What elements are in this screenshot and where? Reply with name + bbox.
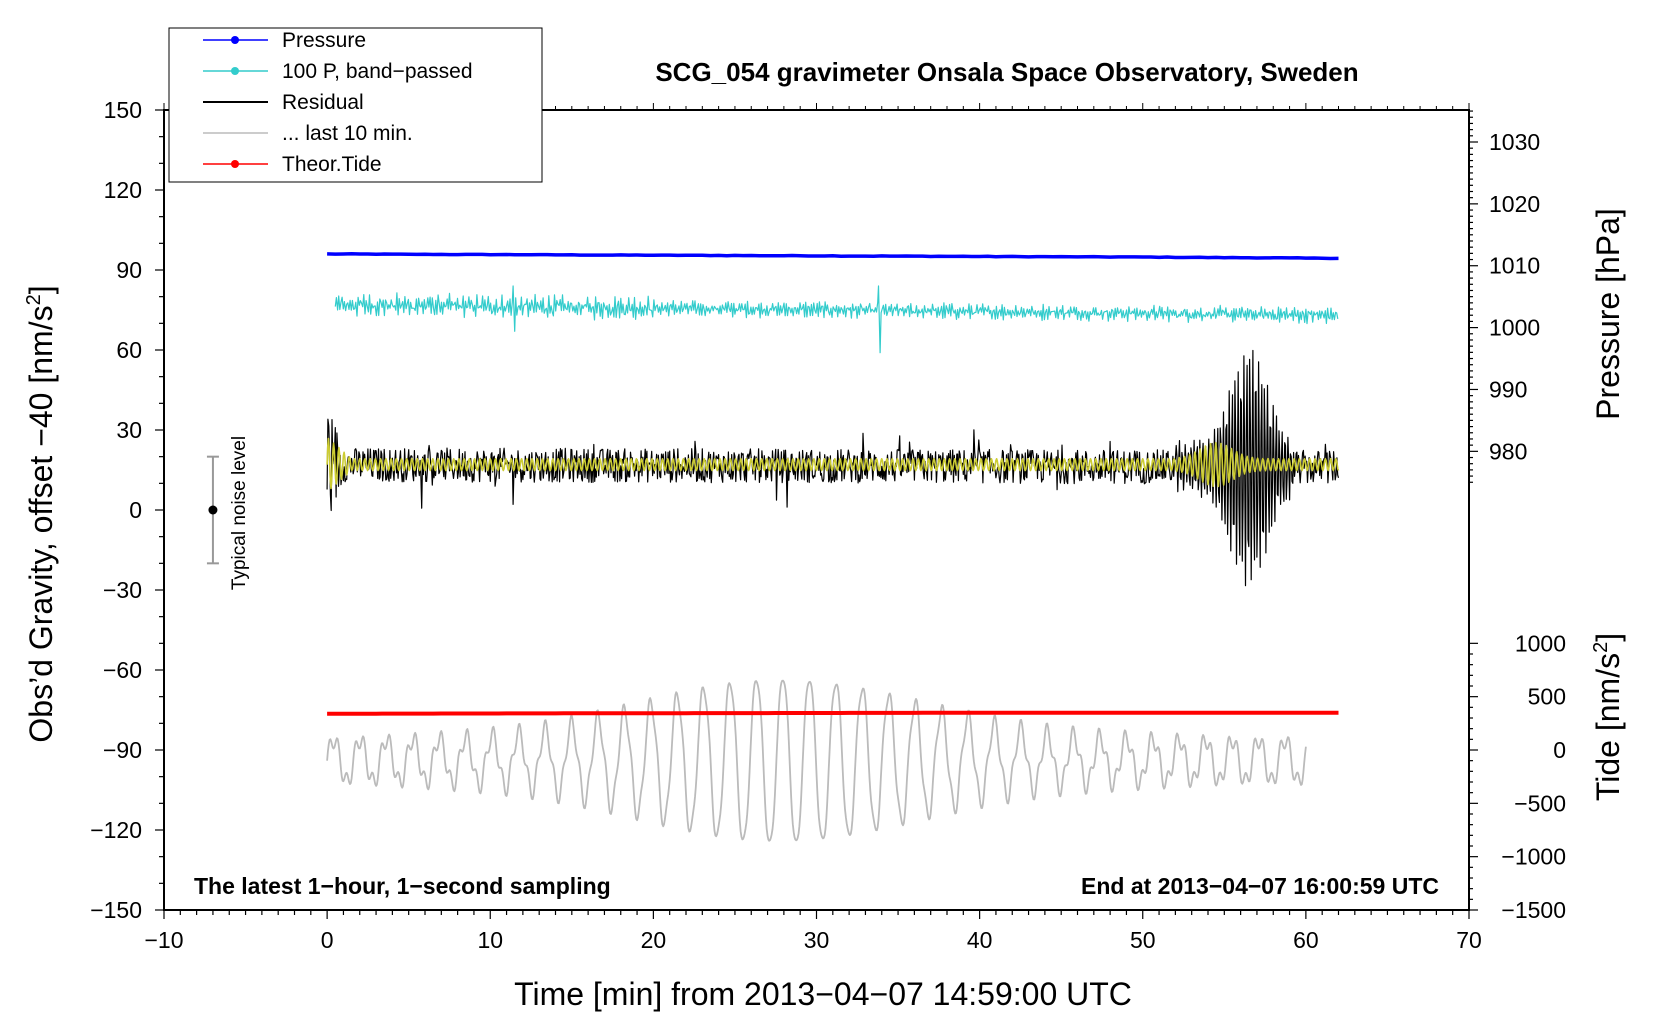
series-residual-line [326, 349, 1340, 587]
noise-level-label: Typical noise level [229, 436, 250, 590]
annotation-right: End at 2013−04−07 16:00:59 UTC [1081, 873, 1439, 899]
tide-tick-label: −1000 [1501, 844, 1566, 870]
y-tick-label: 60 [116, 337, 142, 363]
axes-layer: −10 0 10 20 30 40 50 60 70−150−120−90−60−3003060… [90, 97, 1566, 953]
x-tick-label: 10 [477, 927, 503, 953]
y-axis-title-end: ] [23, 285, 59, 294]
legend: Pressure 100 P, band−passed Residual ... la… [168, 27, 543, 183]
tide-axis-title-main: Tide [nm/s [1590, 653, 1626, 801]
pressure-tick-label: 1030 [1489, 129, 1540, 155]
y-tick-label: 0 [129, 497, 142, 523]
legend-items: Pressure 100 P, band−passed Residual ... la… [203, 29, 473, 176]
y-axis-title: Obs’d Gravity, offset −40 [nm/s2] [23, 285, 59, 742]
x-tick-label: 40 [967, 927, 993, 953]
annotation-left: The latest 1−hour, 1−second sampling [194, 873, 611, 899]
series-last-10-min-line [326, 679, 1307, 842]
x-tick-label: 70 [1456, 927, 1482, 953]
legend-label: Theor.Tide [282, 153, 382, 176]
x-axis-title: Time [min] from 2013−04−07 14:59:00 UTC [514, 976, 1132, 1012]
y-tick-label: −30 [103, 577, 142, 603]
x-tick-label: 30 [804, 927, 830, 953]
noise-level-indicator [206, 455, 219, 565]
tide-tick-label: −500 [1514, 790, 1566, 816]
x-tick-label: 20 [641, 927, 667, 953]
chart-title: SCG_054 gravimeter Onsala Space Observat… [655, 57, 1358, 87]
series-yellow-line [326, 437, 1340, 490]
x-tick-label: 60 [1293, 927, 1319, 953]
tide-tick-label: 1000 [1515, 630, 1566, 656]
noise-center-dot [208, 505, 218, 515]
pressure-tick-label: 1010 [1489, 253, 1540, 279]
y-tick-label: −120 [90, 817, 142, 843]
legend-box [168, 27, 543, 183]
series-theor-tide-line [327, 710, 1339, 716]
y-tick-label: −60 [103, 657, 142, 683]
y-tick-label: −90 [103, 737, 142, 763]
legend-swatch-dot [231, 36, 239, 44]
legend-label: 100 P, band−passed [282, 60, 473, 83]
x-tick-label: 0 [321, 927, 334, 953]
pressure-tick-label: 980 [1489, 438, 1527, 464]
tide-tick-label: 500 [1528, 684, 1566, 710]
tide-axis-title: Tide [nm/s2] [1590, 633, 1626, 801]
legend-label: Residual [282, 91, 364, 114]
y-axis-title-main: Obs’d Gravity, offset −40 [nm/s [23, 305, 59, 742]
series-pressure-line [327, 252, 1339, 261]
y-tick-label: 90 [116, 257, 142, 283]
y-tick-label: 30 [116, 417, 142, 443]
legend-label: ... last 10 min. [282, 122, 413, 145]
tide-axis-title-sup: 2 [1590, 642, 1612, 653]
pressure-tick-label: 990 [1489, 376, 1527, 402]
x-tick-label: −10 [144, 927, 183, 953]
legend-swatch-dot [231, 67, 239, 75]
tide-tick-label: −1500 [1501, 897, 1566, 923]
y-tick-label: 150 [104, 97, 142, 123]
y-axis-title-sup: 2 [23, 294, 45, 305]
tide-axis-title-end: ] [1590, 633, 1626, 642]
pressure-tick-label: 1000 [1489, 315, 1540, 341]
y-tick-label: −150 [90, 897, 142, 923]
pressure-axis-title: Pressure [hPa] [1590, 208, 1626, 420]
pressure-tick-label: 1020 [1489, 191, 1540, 217]
series-layer [326, 252, 1340, 842]
series-band-passed-line [334, 285, 1339, 354]
y-tick-label: 120 [104, 177, 142, 203]
tide-tick-label: 0 [1553, 737, 1566, 763]
legend-label: Pressure [282, 29, 366, 52]
legend-swatch-dot [231, 160, 239, 168]
x-tick-label: 50 [1130, 927, 1156, 953]
